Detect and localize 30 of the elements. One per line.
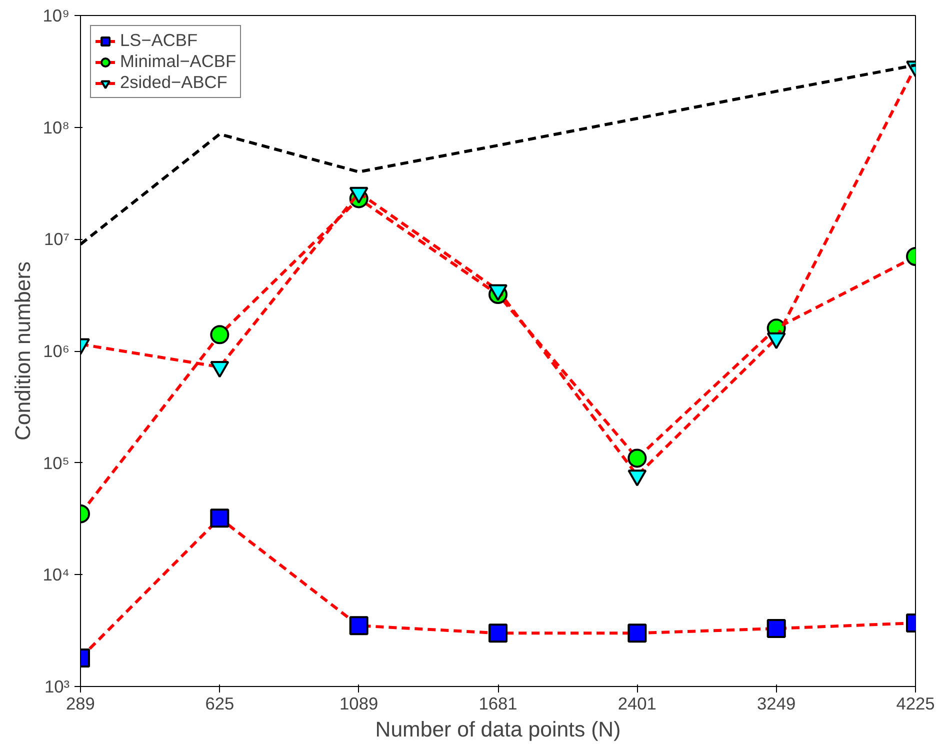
- x-tick-label: 1681: [478, 694, 518, 714]
- x-axis-title: Number of data points (N): [375, 718, 621, 742]
- point: [628, 448, 647, 468]
- point: [628, 624, 647, 643]
- point: [210, 325, 230, 344]
- legend-label: LS−ACBF: [120, 30, 198, 51]
- point: [488, 284, 508, 301]
- point: [766, 332, 786, 350]
- x-tick-label: 625: [205, 694, 234, 714]
- x-tick-label: 1089: [340, 694, 378, 714]
- y-tick-label: 10⁸: [42, 117, 70, 138]
- y-tick-label: 10⁵: [43, 452, 70, 473]
- y-tick-label: 10³: [44, 676, 70, 696]
- point: [210, 508, 230, 528]
- point: [349, 186, 368, 204]
- point: [210, 361, 230, 378]
- point: [349, 616, 368, 636]
- point: [488, 624, 508, 643]
- x-tick-label: 4225: [896, 694, 935, 714]
- y-tick-label: 10⁶: [43, 341, 70, 361]
- x-tick-label: 2401: [618, 694, 656, 714]
- y-axis-title: Condition numbers: [10, 261, 35, 441]
- point: [766, 619, 786, 638]
- x-tick-label: 3249: [757, 694, 796, 714]
- y-tick-label: 10⁹: [42, 6, 70, 26]
- y-tick-label: 10⁷: [44, 229, 70, 250]
- x-tick-label: 289: [66, 694, 95, 714]
- legend-label: 2sided−ABCF: [120, 72, 228, 93]
- y-tick-label: 10⁴: [42, 564, 70, 585]
- legend-label: Minimal−ACBF: [120, 51, 236, 72]
